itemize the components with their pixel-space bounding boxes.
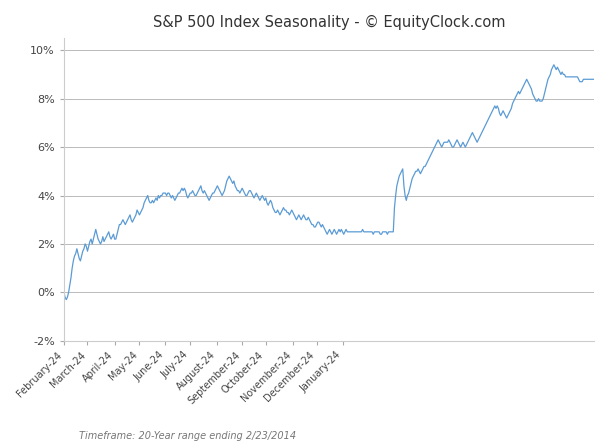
Title: S&P 500 Index Seasonality - © EquityClock.com: S&P 500 Index Seasonality - © EquityCloc… — [153, 15, 505, 30]
Text: Timeframe: 20-Year range ending 2/23/2014: Timeframe: 20-Year range ending 2/23/201… — [79, 431, 297, 441]
